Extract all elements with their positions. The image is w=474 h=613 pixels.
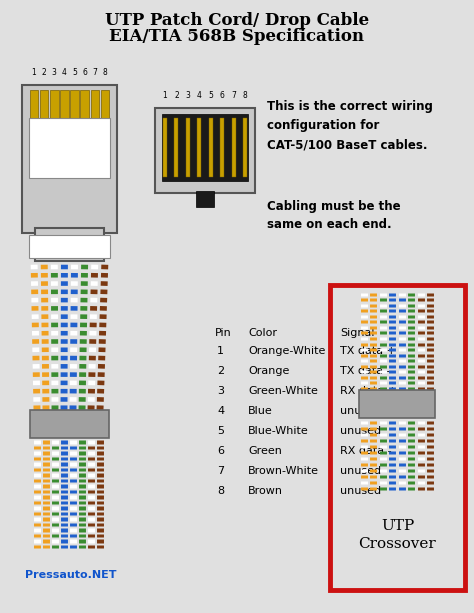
Text: unused: unused xyxy=(340,466,381,476)
Text: 5: 5 xyxy=(217,426,224,436)
Text: 2: 2 xyxy=(42,68,46,77)
Text: 4: 4 xyxy=(197,91,202,100)
Text: 4: 4 xyxy=(217,406,224,416)
Text: 1: 1 xyxy=(32,68,36,77)
Bar xyxy=(29,118,110,178)
Text: 5: 5 xyxy=(72,68,77,77)
Text: EIA/TIA 568B Specification: EIA/TIA 568B Specification xyxy=(109,28,365,45)
Bar xyxy=(22,85,117,233)
Text: 2: 2 xyxy=(174,91,179,100)
Text: Pressauto.NET: Pressauto.NET xyxy=(25,570,117,580)
Bar xyxy=(155,108,255,193)
Text: 2: 2 xyxy=(217,366,224,376)
Text: 6: 6 xyxy=(220,91,225,100)
Text: 4: 4 xyxy=(62,68,67,77)
Bar xyxy=(40,90,48,123)
Text: 8: 8 xyxy=(102,68,107,77)
Text: Brown-White: Brown-White xyxy=(248,466,319,476)
Bar xyxy=(186,118,190,177)
Text: 7: 7 xyxy=(231,91,236,100)
Text: This is the correct wiring
configuration for
CAT-5/100 BaseT cables.: This is the correct wiring configuration… xyxy=(267,100,433,151)
Bar xyxy=(100,90,109,123)
Text: 3: 3 xyxy=(217,386,224,396)
Text: TX data +: TX data + xyxy=(340,346,396,356)
Text: 1: 1 xyxy=(163,91,167,100)
Bar xyxy=(243,118,247,177)
Bar xyxy=(30,410,109,438)
Text: Green-White: Green-White xyxy=(248,386,318,396)
Text: Color: Color xyxy=(248,328,277,338)
Bar xyxy=(60,90,69,123)
Text: Orange-White: Orange-White xyxy=(248,346,325,356)
Text: 3: 3 xyxy=(185,91,190,100)
Bar xyxy=(220,118,224,177)
Text: RX data -: RX data - xyxy=(340,446,392,456)
Text: TX data -: TX data - xyxy=(340,366,391,376)
Text: Blue-White: Blue-White xyxy=(248,426,309,436)
Text: Green: Green xyxy=(248,446,282,456)
Text: 3: 3 xyxy=(52,68,57,77)
Text: Signal: Signal xyxy=(340,328,374,338)
Bar xyxy=(91,90,99,123)
Text: 8: 8 xyxy=(217,486,224,496)
Text: Brown: Brown xyxy=(248,486,283,496)
Text: Pin: Pin xyxy=(215,328,232,338)
Text: Orange: Orange xyxy=(248,366,289,376)
Text: UTP
Crossover: UTP Crossover xyxy=(359,519,437,551)
Bar xyxy=(35,228,104,261)
Bar xyxy=(30,90,38,123)
Bar xyxy=(232,118,236,177)
Text: Cabling must be the
same on each end.: Cabling must be the same on each end. xyxy=(267,200,401,231)
Bar xyxy=(196,191,214,207)
Bar xyxy=(163,118,167,177)
Text: UTP Patch Cord/ Drop Cable: UTP Patch Cord/ Drop Cable xyxy=(105,12,369,29)
Text: 8: 8 xyxy=(243,91,247,100)
Text: RX data +: RX data + xyxy=(340,386,397,396)
Bar xyxy=(197,118,201,177)
FancyBboxPatch shape xyxy=(330,285,465,590)
Text: unused: unused xyxy=(340,426,381,436)
Bar xyxy=(29,235,110,258)
Bar xyxy=(359,390,435,418)
Bar xyxy=(70,90,79,123)
Text: 6: 6 xyxy=(217,446,224,456)
Bar xyxy=(50,90,59,123)
Text: Blue: Blue xyxy=(248,406,273,416)
Bar xyxy=(162,114,248,181)
Text: 7: 7 xyxy=(217,466,224,476)
Text: unused: unused xyxy=(340,486,381,496)
Bar xyxy=(81,90,89,123)
Bar xyxy=(174,118,178,177)
Text: 1: 1 xyxy=(217,346,224,356)
Text: 5: 5 xyxy=(208,91,213,100)
Text: 7: 7 xyxy=(92,68,97,77)
Text: unused: unused xyxy=(340,406,381,416)
Bar xyxy=(209,118,213,177)
Text: 6: 6 xyxy=(82,68,87,77)
